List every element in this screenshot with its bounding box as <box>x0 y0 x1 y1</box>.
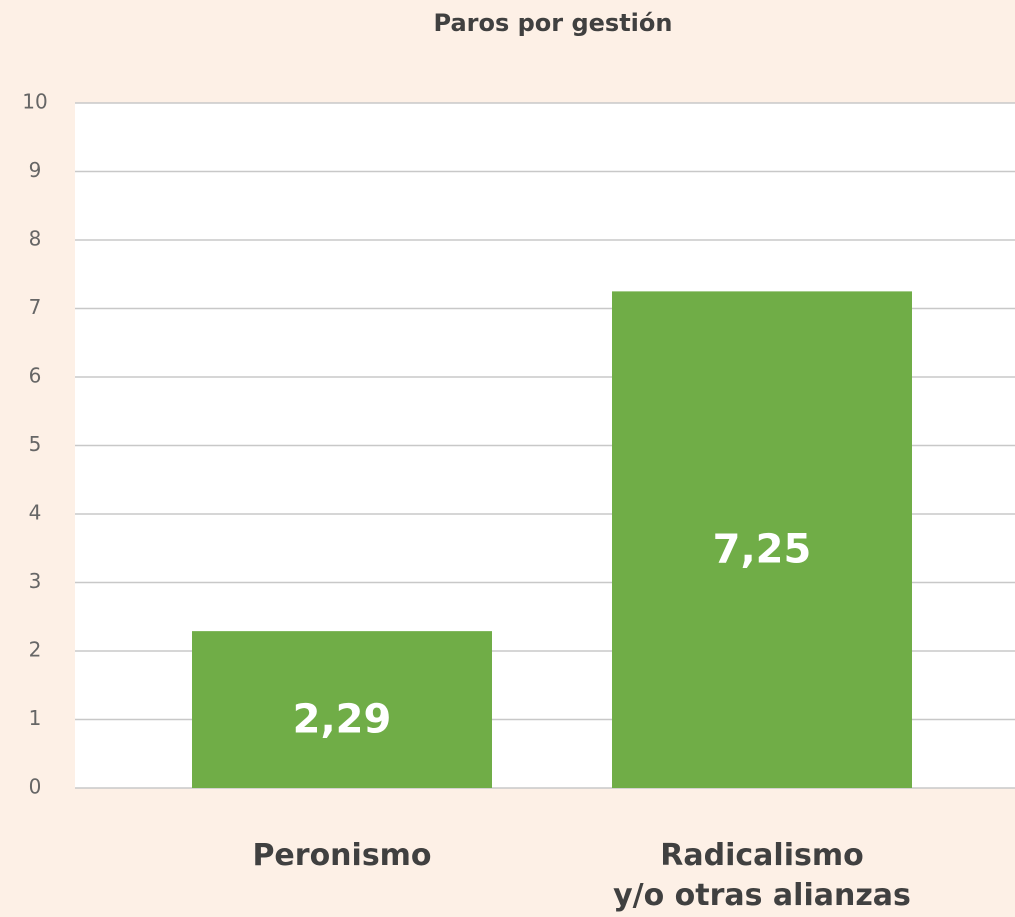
chart-title: Paros por gestión <box>434 9 673 37</box>
bar <box>192 631 492 788</box>
y-tick-label: 9 <box>29 158 42 182</box>
y-tick-label: 0 <box>29 775 42 799</box>
x-tick-label: Peronismo <box>252 838 432 873</box>
y-tick-label: 5 <box>29 432 42 456</box>
y-tick-label: 2 <box>29 638 42 662</box>
y-tick-label: 4 <box>29 501 42 525</box>
y-tick-label: 6 <box>29 364 42 388</box>
y-tick-label: 10 <box>22 90 47 114</box>
y-tick-label: 7 <box>29 295 42 319</box>
value-label: 2,29 <box>293 697 392 743</box>
y-tick-label: 1 <box>29 706 42 730</box>
y-tick-label: 8 <box>29 227 42 251</box>
value-label: 7,25 <box>713 527 812 573</box>
x-tick-label: Radicalismo y/o otras alianzas <box>613 838 911 913</box>
bar <box>612 291 912 788</box>
y-tick-label: 3 <box>29 569 42 593</box>
